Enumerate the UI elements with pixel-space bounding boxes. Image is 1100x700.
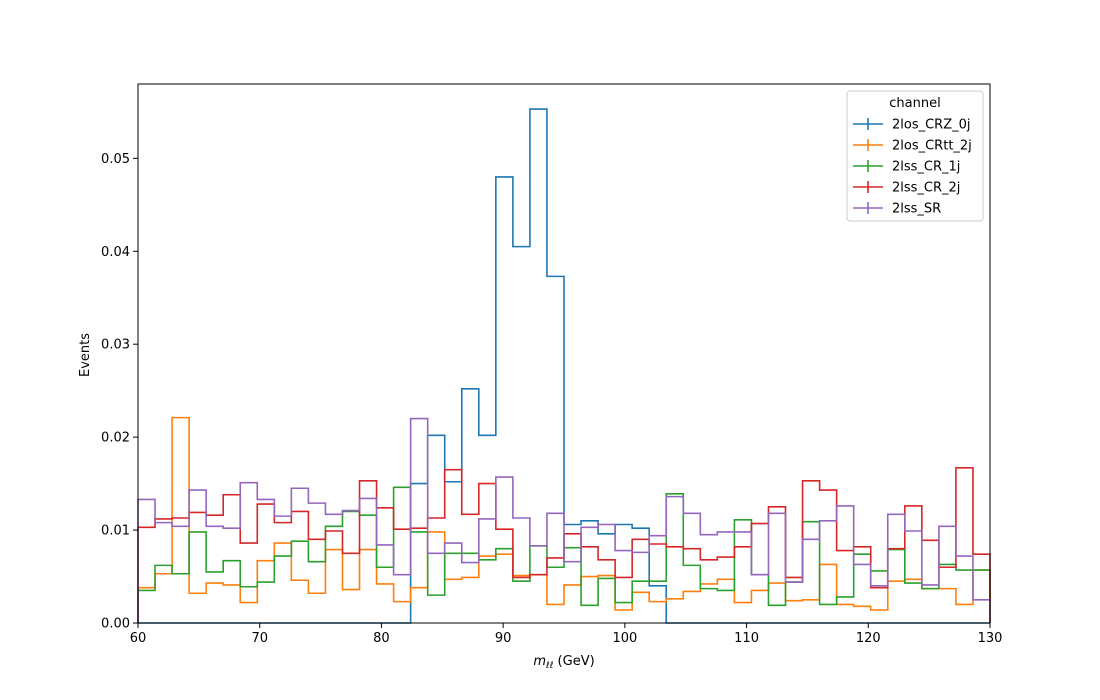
- x-tick-label: 130: [978, 631, 1003, 646]
- legend-label-2los_CRtt_2j: 2los_CRtt_2j: [892, 139, 972, 154]
- y-tick-label: 0.01: [101, 524, 130, 539]
- x-tick-label: 80: [373, 631, 390, 646]
- x-axis-label: mℓℓ (GeV): [533, 654, 594, 671]
- x-tick-label: 70: [251, 631, 268, 646]
- x-axis: 60 70 80 90 100 110 120 130: [130, 623, 1003, 646]
- x-tick-label: 90: [495, 631, 512, 646]
- y-tick-label: 0.00: [101, 617, 130, 632]
- x-tick-label: 110: [734, 631, 759, 646]
- legend-label-2lss_SR: 2lss_SR: [892, 202, 941, 217]
- series-line-2lss_CR_1j: [137, 486, 991, 623]
- y-tick-label: 0.03: [101, 338, 130, 353]
- legend-title: channel: [889, 96, 940, 111]
- y-axis: 0.00 0.01 0.02 0.03 0.04 0.05: [101, 152, 138, 632]
- x-axis-label-unit: (GeV): [553, 654, 594, 669]
- series-line-2los_CRtt_2j: [137, 416, 991, 623]
- y-tick-label: 0.02: [101, 431, 130, 446]
- y-tick-label: 0.05: [101, 152, 130, 167]
- legend-label-2los_CRZ_0j: 2los_CRZ_0j: [892, 118, 971, 133]
- x-axis-label-subscript: ℓℓ: [545, 661, 553, 671]
- plot-frame: [137, 83, 991, 624]
- x-tick-label: 100: [612, 631, 637, 646]
- legend-label-2lss_CR_1j: 2lss_CR_1j: [892, 160, 960, 175]
- series-line-2lss_SR: [137, 417, 991, 623]
- x-tick-label: 60: [130, 631, 147, 646]
- y-axis-label: Events: [78, 333, 93, 377]
- legend: channel 2los_CRZ_0j 2los_CRtt_2j 2lss_CR_1…: [846, 90, 984, 222]
- legend-label-2lss_CR_2j: 2lss_CR_2j: [892, 181, 960, 196]
- x-tick-label: 120: [856, 631, 881, 646]
- x-axis-label-symbol: m: [533, 654, 546, 669]
- y-tick-label: 0.04: [101, 245, 130, 260]
